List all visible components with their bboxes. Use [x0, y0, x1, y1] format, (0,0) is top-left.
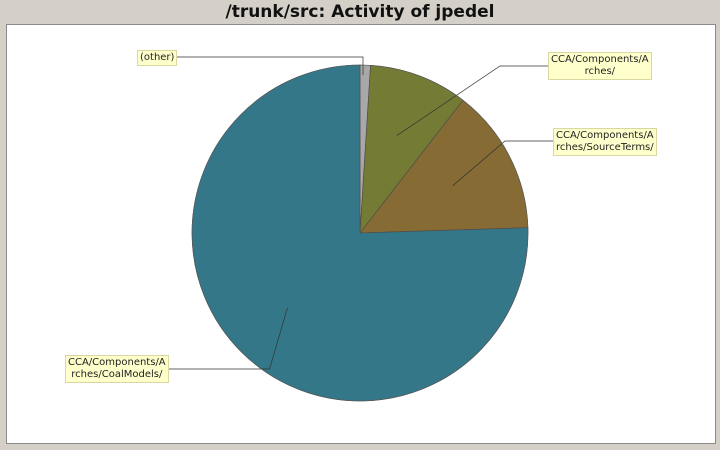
callout-line-0 — [173, 56, 364, 76]
callout-line-2 — [452, 140, 553, 186]
slice-label-3: CCA/Components/A rches/CoalModels/ — [65, 355, 169, 383]
chart-title: /trunk/src: Activity of jpedel — [225, 2, 495, 22]
callout-line-1 — [396, 65, 548, 136]
slice-label-0: (other) — [137, 50, 178, 66]
plot-area: (other) CCA/Components/A rches/CCA/Compon… — [6, 24, 716, 444]
callout-line-3 — [169, 307, 288, 370]
pie-outline — [191, 64, 529, 402]
slice-label-1: CCA/Components/A rches/ — [548, 52, 652, 80]
pie-chart — [169, 56, 553, 402]
slice-label-2: CCA/Components/A rches/SourceTerms/ — [553, 128, 657, 156]
